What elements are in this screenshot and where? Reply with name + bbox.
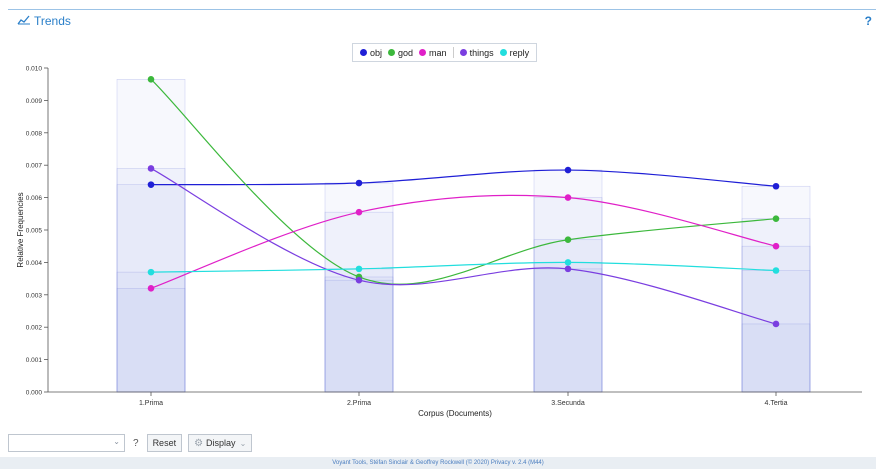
legend-label: god: [398, 47, 414, 58]
data-point-obj: [772, 182, 780, 190]
y-tick-label: 0.002: [26, 325, 43, 332]
data-point-man: [147, 285, 155, 292]
data-point-reply: [772, 267, 780, 274]
legend-item-man[interactable]: man: [419, 48, 447, 58]
data-point-god: [564, 236, 572, 244]
legend-marker: [388, 49, 396, 56]
reset-button-label: Reset: [152, 438, 177, 448]
frequency-bar: [324, 279, 394, 393]
y-tick-label: 0.005: [26, 228, 43, 235]
legend-marker: [360, 49, 367, 56]
data-point-man: [355, 208, 363, 216]
toolbar-help-icon[interactable]: ?: [133, 437, 139, 449]
credits-bar[interactable]: Voyant Tools, Stéfan Sinclair & Geoffrey…: [0, 457, 876, 469]
legend-marker: [499, 49, 507, 56]
data-point-obj: [564, 166, 572, 174]
data-point-reply: [147, 268, 155, 276]
legend-label: man: [429, 47, 447, 58]
frequency-bar: [741, 323, 811, 393]
data-point-things: [147, 165, 155, 172]
chart-legend: obj god man things reply: [352, 43, 538, 62]
y-tick-label: 0.001: [26, 357, 43, 364]
y-tick-label: 0.007: [26, 163, 43, 170]
y-tick-label: 0.010: [26, 66, 43, 73]
data-point-man: [564, 194, 572, 201]
data-point-man: [772, 242, 780, 250]
legend-item-god[interactable]: god: [388, 48, 413, 58]
series-line-man: [150, 194, 777, 289]
x-tick-label: 4.Tertia: [765, 400, 788, 407]
gear-icon: ⚙: [194, 437, 204, 449]
panel-title-text: Trends: [34, 14, 71, 28]
data-point-things: [355, 276, 363, 284]
chevron-down-icon: ⌄: [113, 437, 120, 446]
frequency-bar: [116, 168, 186, 393]
series-line-obj: [150, 169, 777, 187]
frequency-bar: [533, 268, 603, 393]
legend-item-things[interactable]: things: [459, 47, 494, 58]
data-point-god: [772, 215, 780, 222]
x-tick-label: 2.Prima: [347, 400, 371, 407]
data-point-reply: [564, 259, 572, 266]
series-line-things: [150, 167, 777, 325]
panel-header: Trends ?: [0, 0, 876, 37]
trend-icon: [17, 14, 31, 28]
data-point-reply: [355, 265, 363, 273]
legend-item-obj[interactable]: obj: [360, 48, 382, 58]
y-tick-label: 0.009: [26, 98, 43, 105]
frequency-bar: [324, 211, 394, 393]
data-point-things: [564, 265, 572, 273]
bottom-toolbar: ⌄ ? Reset ⚙ Display ⌄: [8, 434, 253, 452]
data-point-god: [147, 76, 155, 83]
x-axis-title: Corpus (Documents): [418, 409, 492, 418]
y-tick-label: 0.000: [26, 390, 43, 397]
legend-label: obj: [370, 47, 383, 58]
x-tick-label: 1.Prima: [139, 400, 163, 407]
legend-marker: [419, 49, 427, 56]
frequency-bar: [116, 79, 186, 393]
y-tick-label: 0.008: [26, 130, 43, 137]
trends-chart: 0.000 0.001 0.002 0.003 0.004 0.005 0.006 0.007…: [16, 66, 862, 418]
series-line-god: [150, 78, 777, 285]
legend-label: reply: [509, 47, 530, 58]
panel-title: Trends: [17, 14, 71, 28]
y-tick-label: 0.003: [26, 292, 43, 299]
chevron-down-icon: ⌄: [239, 438, 247, 448]
help-icon[interactable]: ?: [864, 14, 872, 28]
reset-button[interactable]: Reset: [146, 434, 183, 452]
document-select[interactable]: ⌄: [8, 434, 125, 452]
data-point-obj: [355, 179, 363, 187]
frequency-bar: [116, 288, 186, 393]
legend-marker: [459, 49, 467, 56]
series-line-reply: [150, 261, 777, 273]
legend-item-reply[interactable]: reply: [499, 47, 530, 58]
y-tick-label: 0.006: [26, 195, 43, 202]
y-tick-label: 0.004: [26, 260, 43, 267]
y-axis-title: Relative Frequencies: [16, 192, 25, 267]
data-point-things: [772, 320, 780, 328]
legend-label: things: [469, 47, 494, 58]
legend-separator: [452, 47, 454, 58]
display-button-label: Display: [206, 438, 236, 448]
frequency-bar: [533, 169, 603, 393]
display-button[interactable]: ⚙ Display ⌄: [188, 434, 253, 452]
frequency-bar: [324, 276, 394, 393]
frequency-bar: [741, 270, 811, 393]
header-rule: [8, 9, 876, 10]
x-tick-label: 3.Secunda: [551, 400, 585, 407]
frequency-bar: [533, 262, 603, 393]
data-point-obj: [147, 181, 155, 188]
